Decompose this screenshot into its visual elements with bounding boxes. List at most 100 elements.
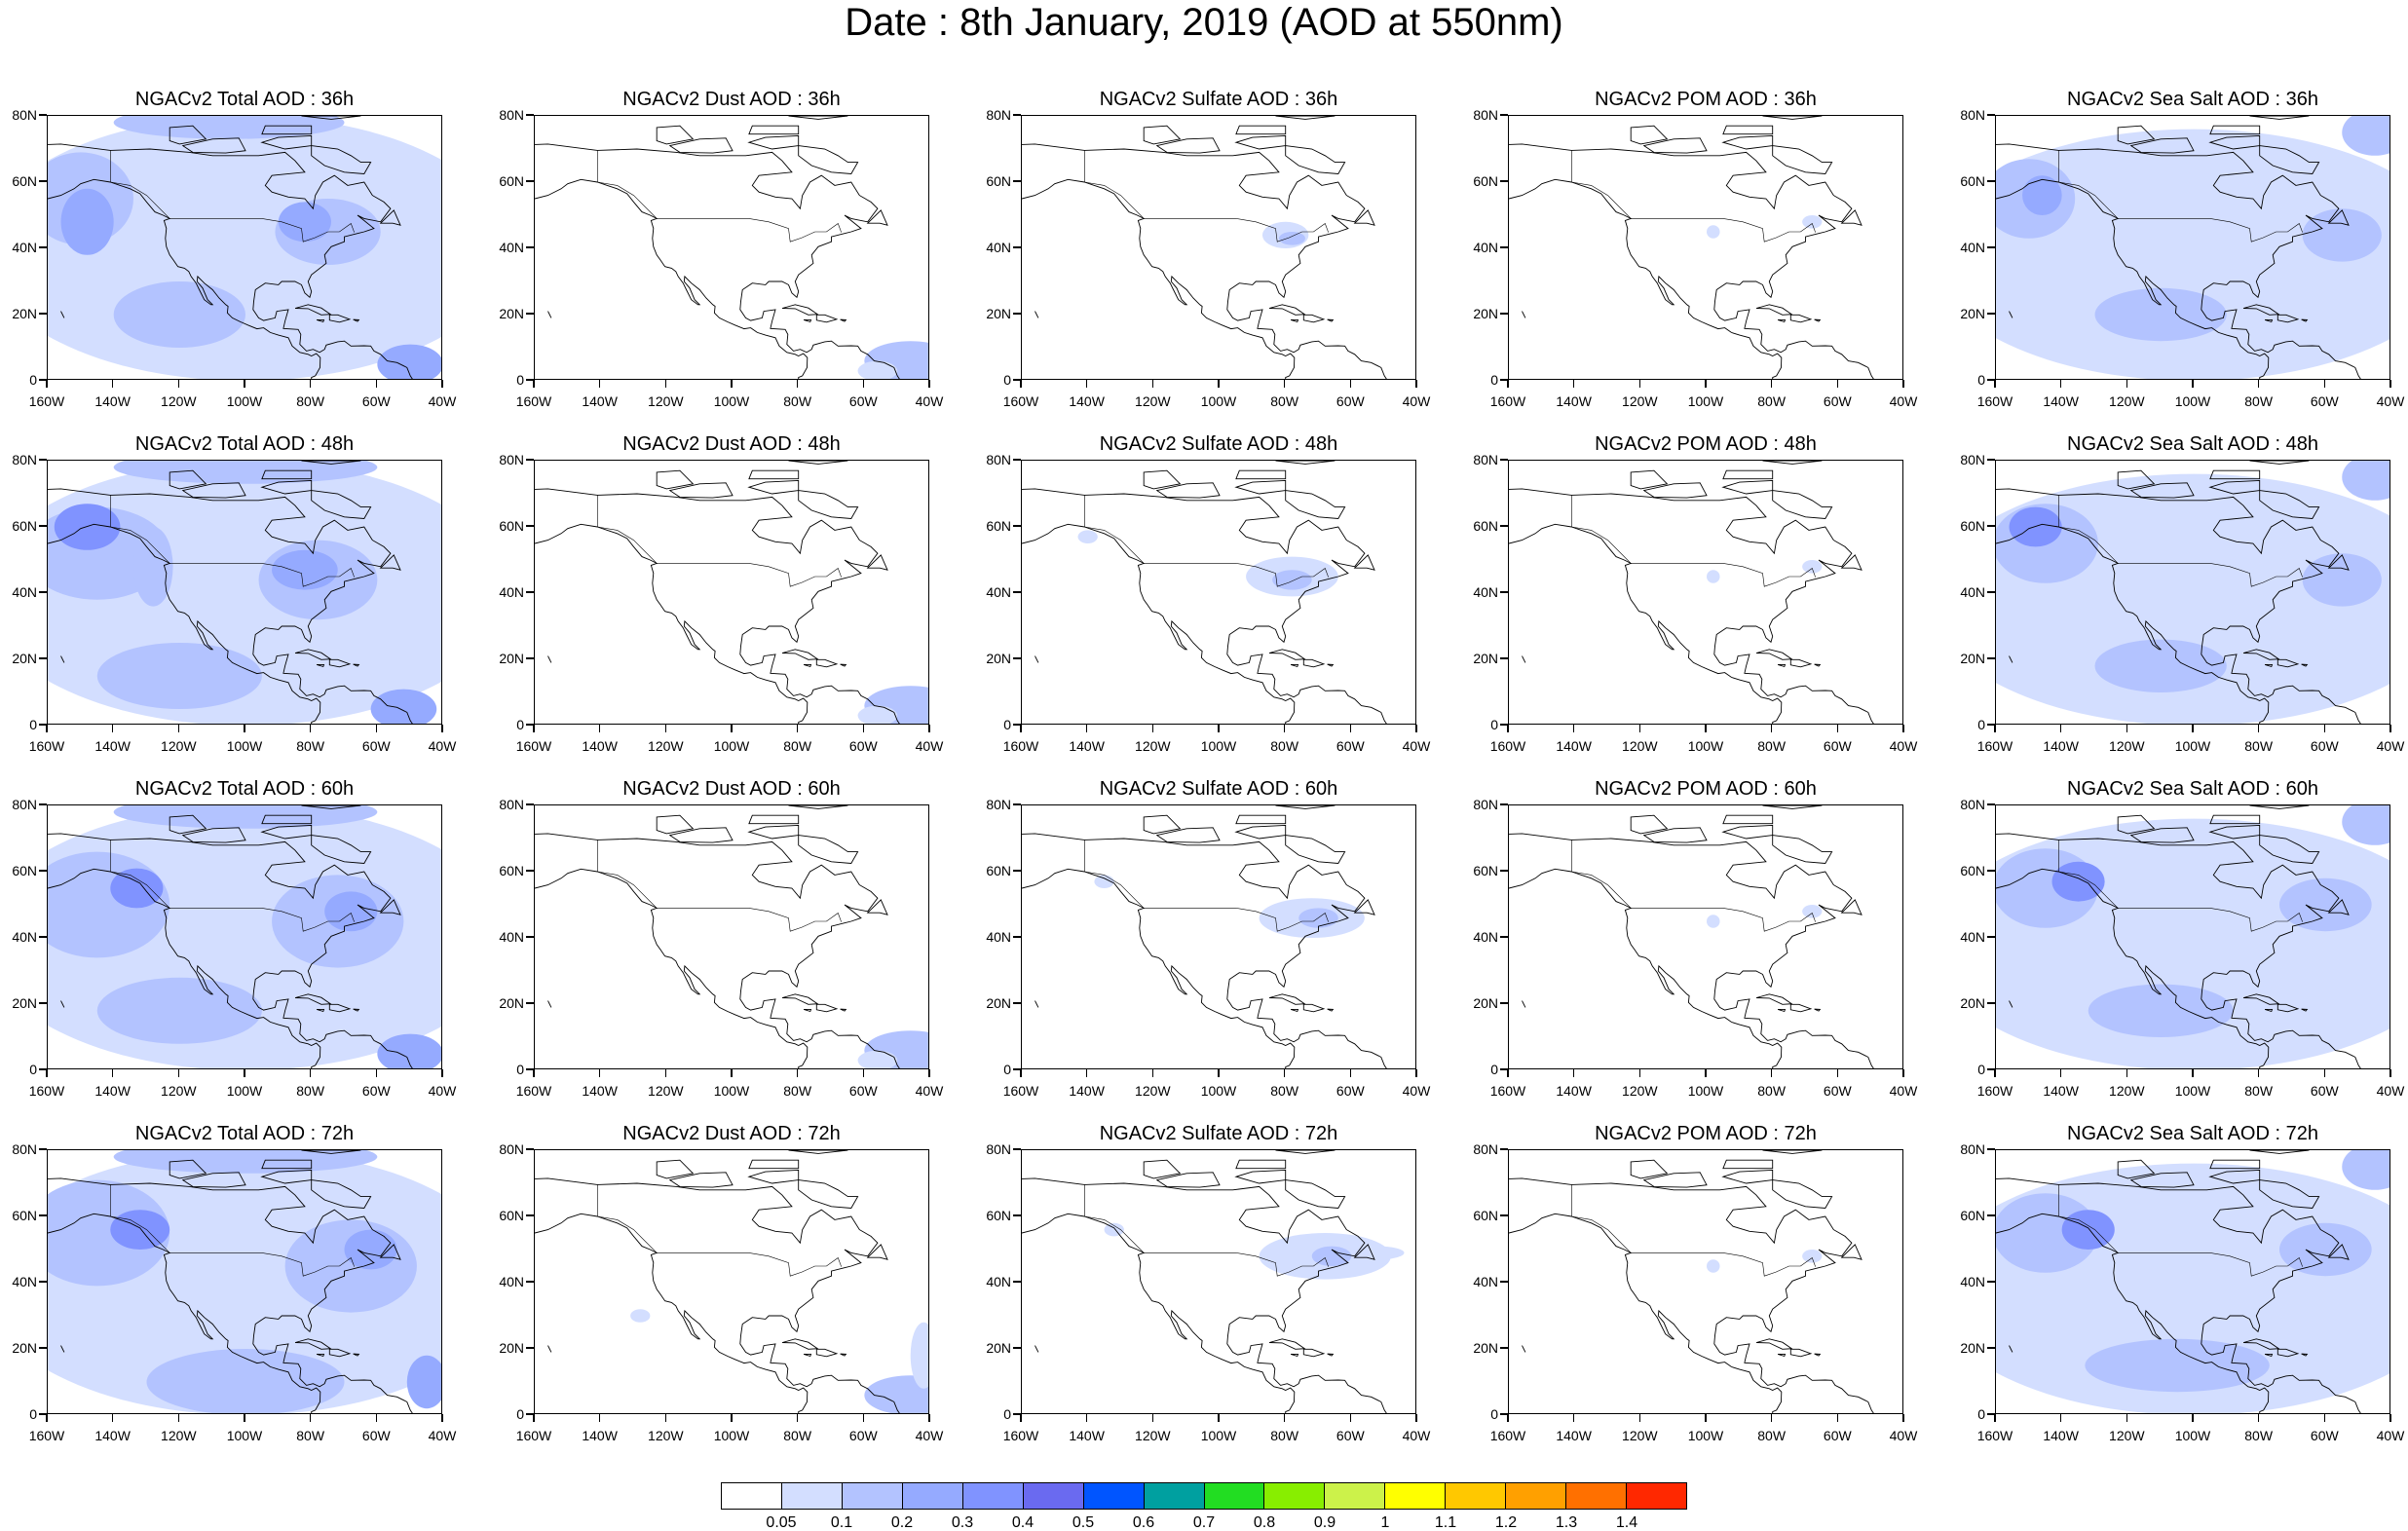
- island-coastline: [261, 469, 313, 480]
- longitude-tick: [1638, 1414, 1641, 1422]
- map-panel: NGACv2 POM AOD : 36h 80N 60N 40N 20N 0 160W 140…: [1461, 84, 1948, 429]
- island-coastline: [668, 482, 734, 499]
- longitude-tick: [796, 380, 799, 388]
- latitude-label: 40N: [1473, 1274, 1498, 1289]
- longitude-label: 140W: [1069, 738, 1105, 754]
- longitude-tick: [731, 1069, 733, 1077]
- island-coastline: [815, 1348, 839, 1358]
- longitude-tick: [533, 380, 535, 388]
- longitude-label: 140W: [1556, 1083, 1592, 1099]
- latitude-tick: [39, 591, 47, 593]
- latitude-label: 0: [1003, 372, 1011, 388]
- longitude-label: 40W: [2376, 738, 2405, 754]
- national-border: [1571, 495, 1816, 587]
- latitude-label: 40N: [986, 1274, 1011, 1289]
- island-coastline: [1268, 993, 1306, 1005]
- longitude-label: 60W: [2310, 1083, 2339, 1099]
- aod-shading: [2085, 1338, 2270, 1393]
- map-plot-area: [47, 460, 442, 725]
- island-coastline: [2249, 116, 2310, 120]
- aod-shading: [110, 1210, 170, 1250]
- aod-shading: [1272, 570, 1312, 590]
- latitude-label: 20N: [986, 995, 1011, 1011]
- island-coastline: [656, 814, 695, 835]
- longitude-label: 120W: [1622, 1083, 1658, 1099]
- longitude-label: 80W: [783, 1083, 812, 1099]
- island-coastline: [1290, 318, 1299, 323]
- island-coastline: [2276, 1348, 2300, 1358]
- longitude-label: 60W: [848, 1428, 878, 1443]
- latitude-label: 60N: [1960, 173, 1985, 189]
- latitude-tick: [1500, 591, 1508, 593]
- longitude-label: 140W: [94, 393, 131, 409]
- latitude-label: 60N: [499, 863, 524, 878]
- longitude-label: 100W: [1687, 1083, 1724, 1099]
- colorbar-swatch: [962, 1483, 1024, 1509]
- aod-shading: [344, 1229, 397, 1270]
- longitude-tick: [2059, 725, 2062, 732]
- island-coastline: [1327, 663, 1335, 667]
- aod-shading: [113, 116, 345, 139]
- latitude-tick: [526, 1281, 534, 1283]
- latitude-tick: [39, 1002, 47, 1004]
- longitude-tick: [2059, 380, 2062, 388]
- longitude-tick: [1994, 1414, 1996, 1422]
- island-coastline: [803, 1008, 812, 1013]
- aod-shading: [278, 202, 331, 243]
- map-panel: NGACv2 POM AOD : 60h 80N 60N 40N 20N 0 160W 140…: [1461, 773, 1948, 1118]
- island-coastline: [781, 304, 819, 316]
- aod-shading: [54, 504, 121, 550]
- longitude-label: 40W: [1889, 1428, 1918, 1443]
- island-coastline: [803, 663, 812, 668]
- longitude-label: 120W: [1135, 1083, 1171, 1099]
- latitude-tick: [1500, 1002, 1508, 1004]
- latitude-label: 40N: [1473, 584, 1498, 600]
- island-coastline: [1721, 824, 1833, 864]
- latitude-label: 40N: [499, 584, 524, 600]
- longitude-tick: [1638, 725, 1641, 732]
- longitude-label: 120W: [161, 393, 197, 409]
- island-coastline: [2301, 663, 2309, 667]
- latitude-tick: [1013, 459, 1021, 461]
- aod-shading: [910, 1322, 928, 1389]
- colorbar-label: 0.7: [1192, 1514, 1216, 1531]
- map-plot-area: [1508, 460, 1903, 725]
- longitude-label: 40W: [915, 1428, 944, 1443]
- longitude-tick: [1994, 725, 1996, 732]
- longitude-label: 140W: [1556, 738, 1592, 754]
- island-coastline: [866, 209, 888, 226]
- longitude-tick: [1349, 1414, 1352, 1422]
- latitude-tick: [39, 870, 47, 872]
- map-plot-area: [1508, 115, 1903, 380]
- longitude-tick: [441, 1414, 443, 1422]
- longitude-tick: [2059, 1414, 2062, 1422]
- longitude-label: 40W: [428, 1428, 457, 1443]
- longitude-label: 140W: [1069, 393, 1105, 409]
- longitude-label: 140W: [1069, 1083, 1105, 1099]
- latitude-tick: [1013, 1148, 1021, 1150]
- latitude-tick: [1500, 870, 1508, 872]
- longitude-label: 40W: [915, 393, 944, 409]
- longitude-label: 120W: [648, 393, 684, 409]
- map-plot-area: [1021, 460, 1416, 725]
- coastline: [1996, 1177, 2361, 1413]
- latitude-label: 80N: [1473, 1141, 1498, 1157]
- aod-shading: [48, 1179, 170, 1287]
- longitude-label: 160W: [1489, 1428, 1526, 1443]
- coastline: [1022, 143, 1387, 379]
- panel-title: NGACv2 Dust AOD : 36h: [622, 89, 841, 110]
- aod-shading: [2302, 208, 2382, 262]
- panel-title: NGACv2 POM AOD : 60h: [1595, 778, 1817, 800]
- longitude-label: 160W: [1976, 1428, 2013, 1443]
- longitude-tick: [2257, 1414, 2260, 1422]
- island-coastline: [1789, 658, 1813, 668]
- longitude-tick: [598, 1414, 601, 1422]
- map-panel: NGACv2 Total AOD : 36h 80N 60N 40N 20N 0 160W 1…: [0, 84, 487, 429]
- island-coastline: [1630, 814, 1669, 835]
- latitude-label: 80N: [986, 107, 1011, 123]
- latitude-tick: [1987, 459, 1995, 461]
- longitude-label: 80W: [296, 393, 325, 409]
- longitude-tick: [664, 1414, 667, 1422]
- island-coastline: [2242, 304, 2280, 316]
